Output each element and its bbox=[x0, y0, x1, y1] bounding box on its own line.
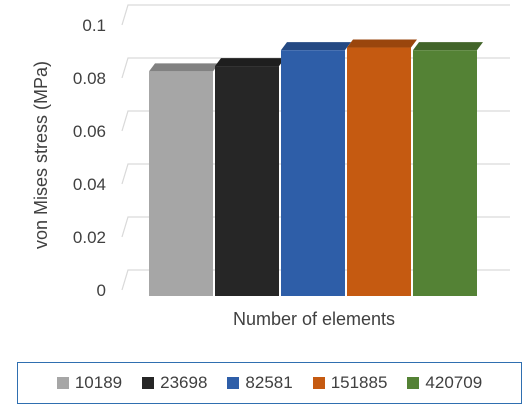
legend-item: 82581 bbox=[227, 373, 293, 393]
legend-item: 151885 bbox=[312, 373, 388, 393]
legend-label: 23698 bbox=[160, 373, 208, 392]
y-tick-label: 0.1 bbox=[82, 16, 106, 35]
bar-top-face bbox=[149, 63, 219, 72]
chart-area: 0 0.02 0.04 0.06 0.08 0.1 von Mises stress (M… bbox=[31, 4, 510, 329]
legend-item: 23698 bbox=[142, 373, 207, 393]
bars bbox=[149, 39, 483, 297]
legend-swatch bbox=[407, 377, 420, 389]
y-tick-label: 0.06 bbox=[73, 122, 106, 141]
bar bbox=[149, 71, 213, 296]
legend-swatch bbox=[312, 377, 325, 389]
y-axis-title: von Mises stress (MPa) bbox=[31, 61, 51, 249]
legend-label: 82581 bbox=[245, 373, 293, 392]
legend-label: 420709 bbox=[425, 373, 483, 392]
bar bbox=[413, 50, 477, 296]
legend-item: 420709 bbox=[407, 373, 482, 393]
y-tick-label: 0 bbox=[97, 281, 106, 300]
gridline bbox=[121, 4, 510, 26]
legend-swatch bbox=[142, 377, 155, 389]
x-axis-title: Number of elements bbox=[233, 309, 395, 329]
y-tick-label: 0.02 bbox=[73, 228, 106, 247]
y-axis-ticks: 0 0.02 0.04 0.06 0.08 0.1 bbox=[73, 16, 106, 300]
legend-label: 151885 bbox=[330, 373, 388, 392]
bar-top-face bbox=[215, 58, 285, 67]
bar bbox=[347, 47, 411, 297]
bar-top-face bbox=[347, 39, 417, 48]
legend: 10189 23698 82581 151885 420709 bbox=[17, 362, 522, 404]
bar-top-face bbox=[281, 42, 351, 51]
legend-label: 10189 bbox=[74, 373, 123, 392]
legend-swatch bbox=[227, 377, 240, 389]
bar-top-face bbox=[413, 42, 483, 51]
legend-item: 10189 bbox=[56, 373, 123, 393]
y-tick-label: 0.08 bbox=[73, 69, 106, 88]
bar bbox=[281, 50, 345, 296]
y-tick-label: 0.04 bbox=[73, 175, 106, 194]
bar bbox=[215, 66, 279, 296]
legend-swatch bbox=[56, 377, 69, 389]
